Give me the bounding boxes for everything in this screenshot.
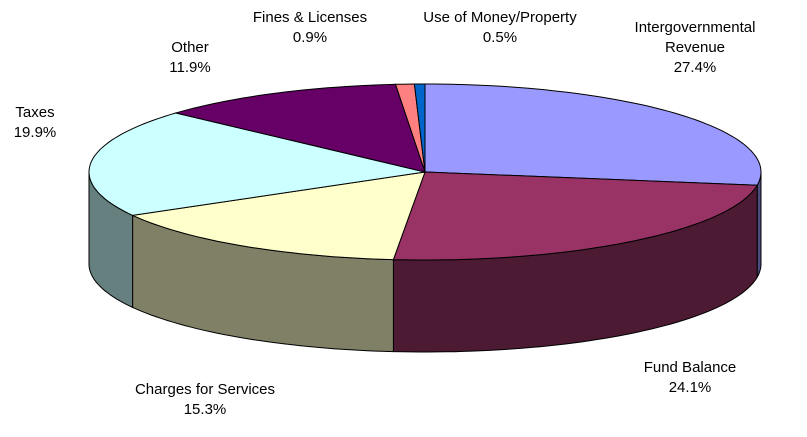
- slice-label: Charges for Services 15.3%: [100, 380, 310, 420]
- value-label: 0.5%: [482, 29, 518, 46]
- slice: [88, 112, 426, 216]
- slice: [130, 171, 426, 261]
- category-label: Fund Balance: [643, 359, 737, 376]
- category-label: Fines & Licenses: [252, 9, 368, 26]
- slice-label: Taxes 19.9%: [0, 103, 70, 143]
- slice-label: Other 11.9%: [140, 38, 240, 78]
- value-label: 0.9%: [292, 29, 328, 46]
- slice: [413, 83, 426, 173]
- slice: [424, 83, 762, 186]
- value-label: 15.3%: [183, 401, 227, 418]
- category-label: Intergovernmental Revenue: [634, 19, 756, 56]
- slice-label: Fines & Licenses 0.9%: [235, 8, 385, 48]
- value-label: 11.9%: [169, 59, 211, 76]
- slice-label: Intergovernmental Revenue 27.4%: [620, 18, 770, 78]
- slice: [392, 171, 759, 261]
- value-label: 27.4%: [673, 59, 717, 76]
- slice: [173, 83, 426, 173]
- value-label: 19.9%: [13, 124, 57, 141]
- slice-label: Fund Balance 24.1%: [610, 358, 770, 398]
- category-label: Use of Money/Property: [423, 9, 577, 26]
- category-label: Charges for Services: [134, 381, 276, 398]
- value-label: 24.1%: [668, 379, 712, 396]
- category-label: Taxes: [15, 104, 55, 121]
- slice-label: Use of Money/Property 0.5%: [395, 8, 605, 48]
- category-label: Other: [171, 39, 209, 56]
- slice-side: [756, 171, 762, 278]
